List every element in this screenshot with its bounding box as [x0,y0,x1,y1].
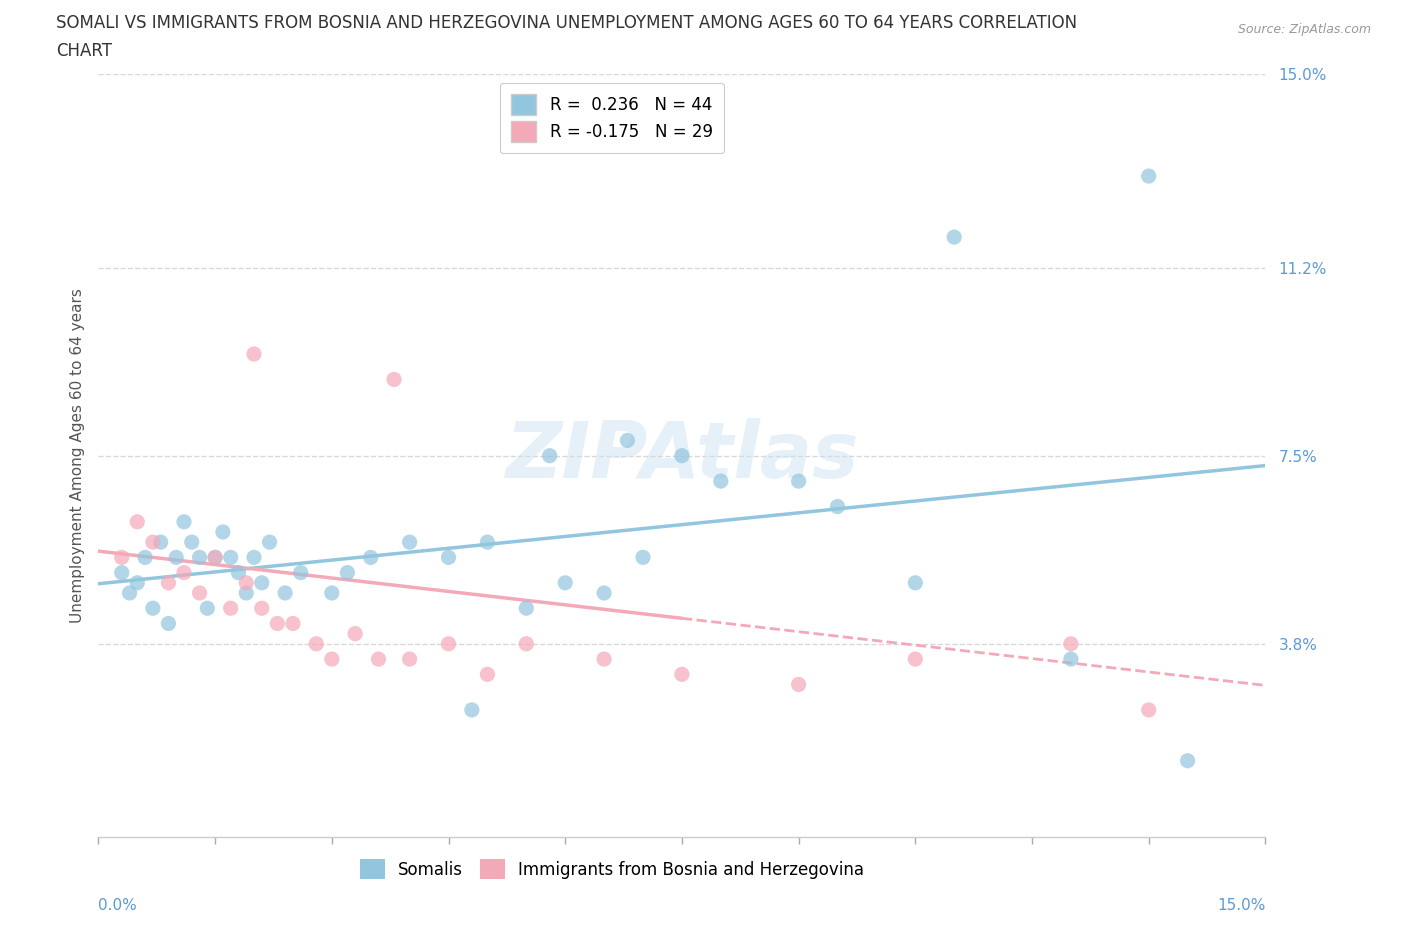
Point [243,347,266,362]
Point [281,616,304,631]
Point [259,535,281,550]
Point [787,677,810,692]
Point [515,601,537,616]
Point [243,550,266,565]
Point [336,565,359,580]
Point [250,601,273,616]
Point [1177,753,1199,768]
Point [437,550,460,565]
Point [787,473,810,488]
Legend: Somalis, Immigrants from Bosnia and Herzegovina: Somalis, Immigrants from Bosnia and Herz… [353,852,870,886]
Point [204,550,226,565]
Point [477,667,499,682]
Point [195,601,218,616]
Text: SOMALI VS IMMIGRANTS FROM BOSNIA AND HERZEGOVINA UNEMPLOYMENT AMONG AGES 60 TO 6: SOMALI VS IMMIGRANTS FROM BOSNIA AND HER… [56,14,1077,32]
Point [360,550,382,565]
Point [157,576,180,591]
Point [134,550,156,565]
Point [515,636,537,651]
Point [212,525,235,539]
Point [398,535,420,550]
Point [437,636,460,651]
Point [904,576,927,591]
Point [382,372,405,387]
Point [710,473,733,488]
Point [554,576,576,591]
Point [538,92,561,107]
Point [631,550,654,565]
Point [344,626,367,641]
Point [118,586,141,601]
Point [188,586,211,601]
Point [142,535,165,550]
Text: 0.0%: 0.0% [98,898,138,913]
Point [1060,636,1083,651]
Point [593,652,616,667]
Point [1060,652,1083,667]
Point [274,586,297,601]
Point [321,652,343,667]
Point [165,550,187,565]
Point [173,565,195,580]
Point [290,565,312,580]
Point [616,433,638,448]
Point [904,652,927,667]
Point [1137,168,1160,183]
Point [235,576,257,591]
Point [305,636,328,651]
Y-axis label: Unemployment Among Ages 60 to 64 years: Unemployment Among Ages 60 to 64 years [69,288,84,623]
Point [398,652,420,667]
Point [1137,702,1160,717]
Point [235,586,257,601]
Point [461,702,484,717]
Text: Source: ZipAtlas.com: Source: ZipAtlas.com [1237,23,1371,36]
Point [827,499,849,514]
Point [142,601,165,616]
Point [127,514,149,529]
Point [228,565,250,580]
Point [188,550,211,565]
Point [593,586,616,601]
Point [111,565,134,580]
Point [266,616,288,631]
Text: CHART: CHART [56,42,112,60]
Point [180,535,202,550]
Point [219,601,242,616]
Point [127,576,149,591]
Point [149,535,172,550]
Point [671,667,693,682]
Point [219,550,242,565]
Text: 15.0%: 15.0% [1218,898,1265,913]
Point [204,550,226,565]
Point [250,576,273,591]
Point [157,616,180,631]
Point [943,230,966,245]
Point [111,550,134,565]
Point [477,535,499,550]
Point [671,448,693,463]
Point [321,586,343,601]
Text: ZIPAtlas: ZIPAtlas [505,418,859,494]
Point [173,514,195,529]
Point [367,652,389,667]
Point [538,448,561,463]
